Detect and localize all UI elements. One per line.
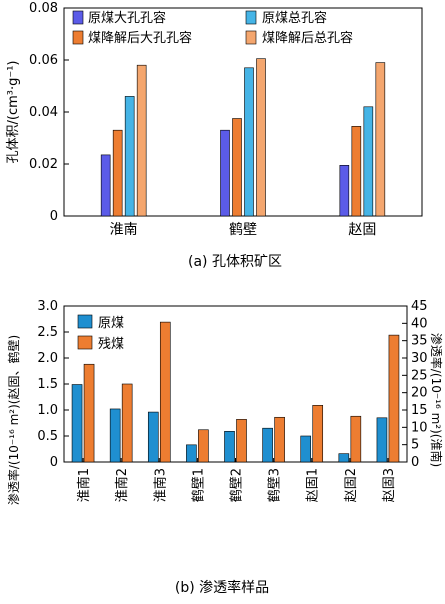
chart-a-y-tick-label: 0.04 — [29, 105, 58, 120]
chart-a-x-tick-label: 赵固 — [348, 222, 376, 238]
chart-b-bar — [338, 453, 350, 463]
chart-b-right-y-tick-label: 25 — [411, 368, 428, 383]
chart-a-bar — [100, 154, 111, 217]
chart-a: 0 0.02 0.04 0.06 0.08 淮南 鹤壁 赵固 孔体积/(cm³·g⁻¹) (… — [6, 1, 423, 270]
chart-a-bar — [124, 96, 135, 217]
chart-b-left-y-axis-label: 渗透率/(10⁻¹⁶ m²)(赵固、鹤壁) — [6, 335, 21, 505]
chart-b-x-tick-label: 赵固3 — [382, 468, 397, 502]
chart-a-bar — [244, 67, 254, 217]
legend-label-degraded-total: 煤降解后总孔容 — [262, 30, 353, 46]
chart-b-bar — [121, 383, 133, 463]
chart-b-left-y-tick-label: 1.0 — [37, 403, 58, 418]
chart-b-left-y-tick-label: 0 — [50, 455, 58, 470]
chart-b-x-tick-label: 淮南2 — [114, 468, 130, 502]
chart-b-bar — [186, 444, 197, 463]
chart-b-right-y-tick-label: 30 — [411, 351, 428, 366]
chart-b-x-tick-label: 淮南3 — [152, 468, 168, 502]
chart-a-bar — [351, 126, 362, 217]
chart-b-bars — [71, 321, 400, 463]
chart-b-x-tick-label: 鹤壁2 — [229, 468, 245, 502]
chart-b-right-y-axis: 0 5 10 15 20 25 30 35 40 45 — [402, 299, 428, 470]
chart-b-x-tick-label: 鹤壁3 — [267, 468, 283, 502]
chart-b-bar — [109, 408, 121, 463]
legend-swatch-raw-coal — [77, 314, 93, 329]
chart-b-right-y-tick-label: 5 — [411, 438, 419, 453]
chart-a-y-axis-label: 孔体积/(cm³·g⁻¹) — [6, 60, 21, 163]
legend-label-degraded-macro: 煤降解后大孔孔容 — [88, 30, 192, 46]
chart-a-bar — [136, 64, 147, 217]
chart-b-bar — [274, 416, 285, 463]
chart-b-caption: (b) 渗透率样品 — [175, 579, 269, 596]
legend-label-raw-macro: 原煤大孔孔容 — [88, 10, 166, 26]
legend-label-raw-coal: 原煤 — [98, 316, 124, 331]
chart-b-bar — [159, 321, 171, 463]
chart-b-x-axis: 淮南1 淮南2 淮南3 鹤壁1 鹤壁2 鹤壁3 赵固1 赵固2 赵固3 — [76, 458, 397, 502]
legend-swatch-residual-coal — [77, 335, 93, 350]
chart-b-right-y-tick-label: 20 — [411, 386, 428, 401]
chart-b-bar — [376, 417, 388, 463]
chart-b-left-y-tick-label: 1.5 — [37, 377, 58, 392]
chart-b-bar — [198, 429, 209, 463]
legend-swatch-degraded-macro — [72, 30, 84, 45]
chart-a-y-axis: 0 0.02 0.04 0.06 0.08 — [29, 1, 69, 224]
chart-a-bar — [363, 106, 374, 217]
chart-b-bar — [83, 363, 95, 463]
chart-a-bar — [112, 129, 123, 217]
chart-b-bar — [300, 435, 312, 463]
chart-b-x-tick-label: 赵固2 — [344, 468, 359, 502]
chart-a-bar — [232, 118, 242, 217]
chart-b-bar — [312, 405, 324, 463]
chart-b-bar — [262, 427, 273, 463]
chart-a-x-axis: 淮南 鹤壁 赵固 — [110, 222, 377, 238]
chart-a-bar — [256, 58, 266, 217]
chart-b-left-y-tick-label: 0.5 — [37, 429, 58, 444]
legend-swatch-degraded-total — [245, 30, 257, 45]
chart-b-right-y-axis-label: 渗透率/(10⁻¹⁶ m²)(淮南) — [429, 333, 444, 467]
chart-b-left-y-tick-label: 2.5 — [37, 325, 58, 340]
chart-b-x-tick-label: 赵固1 — [306, 468, 321, 502]
chart-b-right-y-tick-label: 35 — [411, 334, 428, 349]
chart-b-right-y-tick-label: 15 — [411, 403, 428, 418]
chart-a-y-tick-label: 0.02 — [29, 157, 58, 172]
chart-b-right-y-tick-label: 40 — [411, 316, 428, 331]
chart-a-y-tick-label: 0.06 — [29, 53, 58, 68]
chart-a-y-tick-label: 0 — [50, 209, 58, 224]
chart-b-bar — [236, 419, 247, 463]
chart-a-caption: (a) 孔体积矿区 — [188, 254, 282, 270]
legend-swatch-raw-total — [245, 10, 257, 25]
chart-b-left-y-tick-label: 2.0 — [37, 351, 58, 366]
chart-a-bars — [100, 58, 386, 217]
chart-b-x-tick-label: 鹤壁1 — [190, 468, 206, 502]
chart-b-bar — [224, 431, 235, 463]
chart-a-legend: 原煤大孔孔容 煤降解后大孔孔容 原煤总孔容 煤降解后总孔容 — [72, 10, 353, 46]
legend-swatch-raw-macro — [72, 10, 84, 25]
chart-b-left-y-tick-label: 3.0 — [37, 299, 58, 314]
chart-a-bar — [220, 129, 230, 217]
chart-b-legend: 原煤 残煤 — [77, 314, 124, 352]
chart-b-right-y-tick-label: 10 — [411, 420, 428, 435]
chart-b-right-y-tick-label: 0 — [411, 455, 419, 470]
chart-b-bar — [350, 415, 362, 463]
legend-label-residual-coal: 残煤 — [98, 337, 124, 352]
legend-label-raw-total: 原煤总孔容 — [262, 10, 327, 26]
chart-a-x-tick-label: 鹤壁 — [229, 222, 257, 238]
chart-b-bar — [71, 384, 83, 463]
chart-a-y-tick-label: 0.08 — [29, 1, 58, 16]
chart-b-right-y-tick-label: 45 — [411, 299, 428, 314]
chart-a-bar — [375, 62, 386, 217]
chart-a-bar — [339, 165, 350, 217]
chart-b-bar — [147, 411, 159, 463]
chart-b-left-y-axis: 0 0.5 1.0 1.5 2.0 2.5 3.0 — [37, 299, 69, 470]
chart-b-x-tick-label: 淮南1 — [76, 468, 92, 502]
chart-a-x-tick-label: 淮南 — [110, 222, 138, 238]
chart-b: 0 0.5 1.0 1.5 2.0 2.5 3.0 0 5 10 15 20 25 30 35 40 45 淮… — [6, 299, 444, 596]
chart-b-bar — [388, 334, 400, 463]
